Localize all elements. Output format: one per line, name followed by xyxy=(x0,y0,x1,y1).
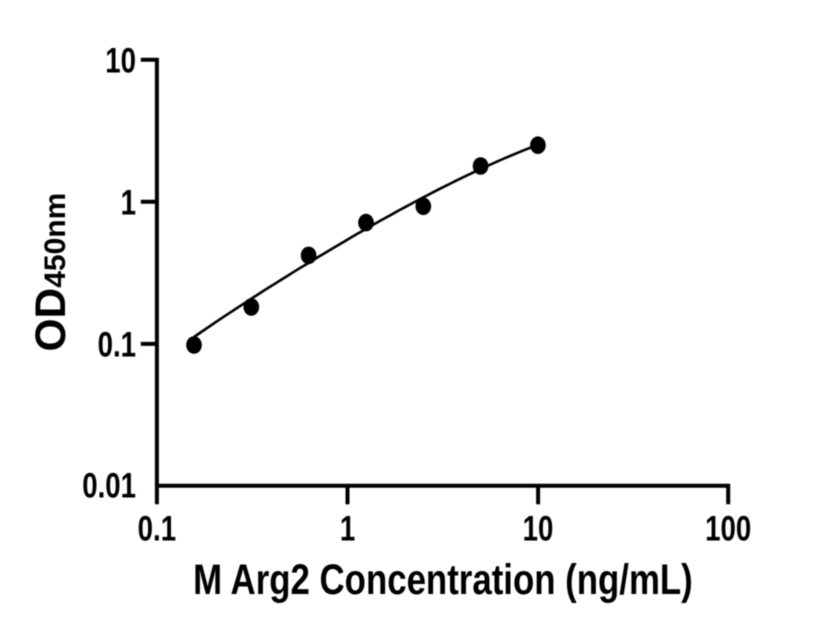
svg-text:1: 1 xyxy=(340,508,355,548)
svg-text:0.1: 0.1 xyxy=(138,508,176,548)
svg-text:10: 10 xyxy=(105,40,136,80)
svg-text:0.01: 0.01 xyxy=(82,465,136,505)
svg-text:1: 1 xyxy=(121,182,136,222)
svg-text:100: 100 xyxy=(705,508,751,548)
svg-text:0.1: 0.1 xyxy=(98,324,136,364)
svg-text:M Arg2 Concentration (ng/mL): M Arg2 Concentration (ng/mL) xyxy=(193,557,693,604)
svg-text:10: 10 xyxy=(523,508,554,548)
